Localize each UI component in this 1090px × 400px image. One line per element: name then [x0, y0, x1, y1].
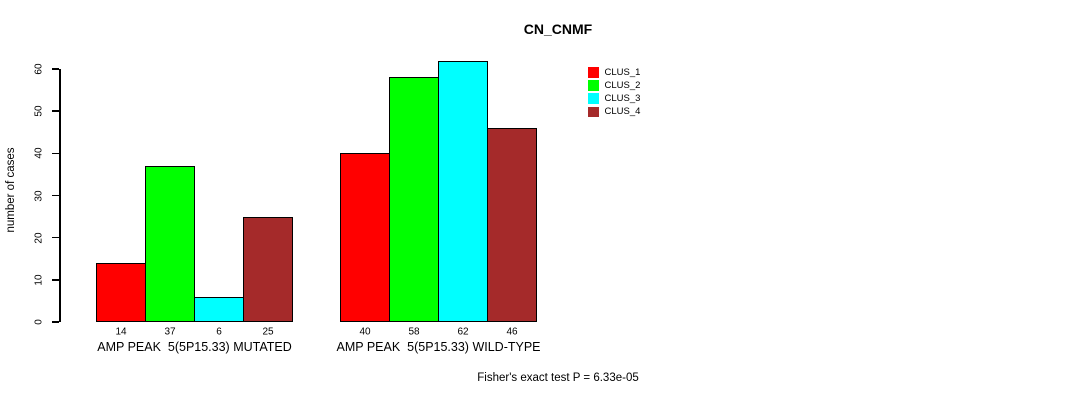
legend-item: CLUS_1 [588, 67, 640, 78]
y-tick [52, 68, 59, 70]
y-tick-label: 50 [33, 105, 45, 117]
bar [243, 216, 293, 322]
legend-item: CLUS_2 [588, 80, 640, 91]
legend-label: CLUS_3 [604, 92, 641, 104]
bar-value-label: 40 [359, 326, 371, 337]
legend-swatch [588, 93, 599, 104]
bar-value-label: 14 [115, 326, 127, 337]
fisher-test-annotation: Fisher's exact test P = 6.33e-05 [477, 371, 639, 384]
bar-value-label: 6 [216, 326, 222, 337]
bar [487, 128, 537, 322]
bar [145, 165, 195, 322]
bar [96, 262, 146, 322]
y-tick [52, 279, 59, 281]
y-axis-line [59, 69, 61, 322]
legend-swatch [588, 67, 599, 78]
y-tick [52, 236, 59, 239]
y-tick-label: 0 [33, 319, 45, 325]
y-tick [52, 152, 59, 155]
legend-item: CLUS_4 [588, 106, 641, 118]
chart-title: CN_CNMF [523, 21, 593, 37]
legend-swatch [588, 106, 599, 118]
legend-swatch [588, 80, 599, 91]
y-tick-label: 10 [33, 274, 45, 286]
legend-item: CLUS_3 [588, 93, 640, 104]
y-axis-title: number of cases [5, 147, 17, 233]
y-tick-label: 20 [33, 232, 45, 244]
y-tick-label: 30 [33, 189, 45, 202]
bar [340, 153, 390, 322]
bar-value-label: 25 [262, 326, 274, 337]
bar-value-label: 46 [506, 326, 518, 337]
bar [389, 77, 439, 322]
y-tick [52, 194, 59, 197]
bar [438, 60, 488, 322]
legend-label: CLUS_2 [604, 79, 641, 91]
y-tick-label: 40 [33, 147, 45, 159]
y-tick [52, 110, 59, 112]
bar-value-label: 58 [408, 326, 420, 337]
bar-value-label: 37 [164, 326, 176, 337]
bar [194, 296, 244, 322]
legend-label: CLUS_4 [604, 106, 641, 118]
group-label: AMP PEAK 5(5P15.33) WILD-TYPE [336, 340, 541, 354]
group-label: AMP PEAK 5(5P15.33) MUTATED [97, 340, 292, 354]
y-tick-label: 60 [33, 63, 45, 75]
legend-label: CLUS_1 [604, 66, 641, 78]
bar-value-label: 62 [457, 326, 469, 337]
y-tick [52, 321, 59, 323]
